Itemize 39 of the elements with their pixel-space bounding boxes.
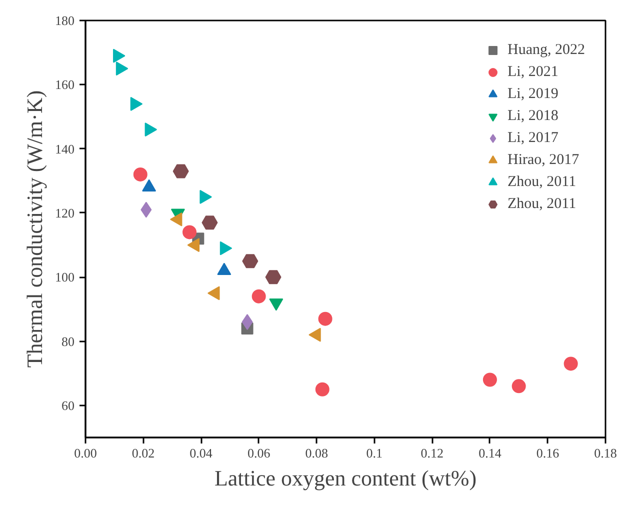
point [133,167,148,182]
legend-label: Li, 2019 [508,86,558,102]
point [265,270,282,284]
x-tick-label: 0.18 [594,446,617,460]
point [564,356,578,371]
point [318,312,332,326]
point [482,372,497,387]
point [182,225,196,240]
x-tick-label: 0.1 [366,446,383,460]
y-tick-label: 100 [55,270,74,285]
legend-label: Zhou, 2011 [508,196,576,212]
y-tick-label: 140 [55,141,74,156]
point [202,216,218,230]
y-tick-label: 80 [62,334,74,349]
y-tick-label: 60 [62,398,74,413]
x-tick-label: 0.12 [420,446,444,460]
legend-label: Li, 2017 [508,130,558,146]
point [512,379,526,394]
point [315,382,330,396]
x-tick-label: 0.14 [478,446,502,460]
point [252,289,266,304]
y-axis-title: Thermal conductivity (W/m·K) [22,90,47,368]
legend-label: Huang, 2022 [508,42,585,58]
legend-label: Hirao, 2017 [508,152,580,168]
point [242,254,258,268]
legend-label: Zhou, 2011 [508,174,576,190]
x-axis-title: Lattice oxygen content (wt%) [214,466,477,490]
x-tick-label: 0.04 [190,446,213,460]
y-tick-label: 160 [55,77,74,92]
y-tick-label: 120 [55,205,74,220]
x-tick-label: 0.08 [305,446,328,460]
text: 0.00 [74,446,97,460]
point [172,164,189,178]
x-tick-label: 0.16 [536,446,560,460]
legend-label: Li, 2018 [508,108,558,124]
x-tick-label: 0.06 [247,446,271,460]
y-tick-label: 180 [55,13,74,28]
x-tick-label: 0.02 [132,446,155,460]
legend-label: Li, 2021 [508,64,558,80]
